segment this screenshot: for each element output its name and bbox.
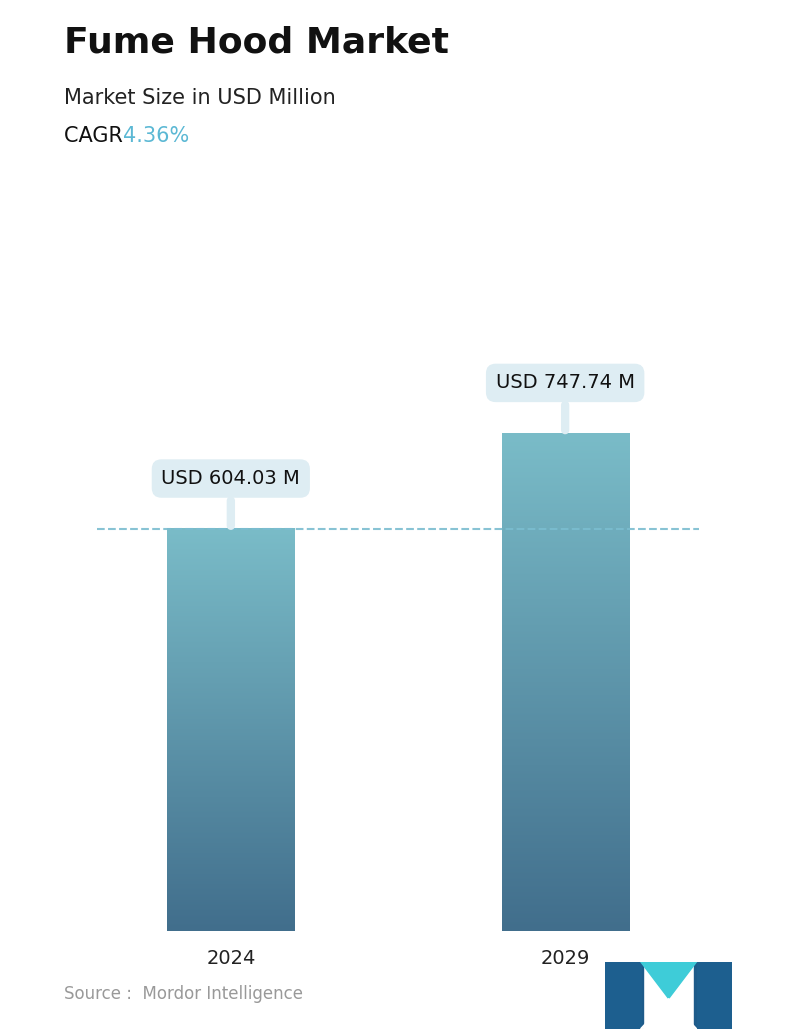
Polygon shape [641,962,696,999]
Polygon shape [641,999,696,1029]
Polygon shape [605,962,643,1029]
Text: CAGR: CAGR [64,126,136,146]
Polygon shape [694,962,732,1029]
Text: Fume Hood Market: Fume Hood Market [64,26,449,60]
Text: Source :  Mordor Intelligence: Source : Mordor Intelligence [64,985,302,1003]
Polygon shape [643,962,694,995]
Polygon shape [696,962,732,1029]
Text: 4.36%: 4.36% [123,126,189,146]
Text: Market Size in USD Million: Market Size in USD Million [64,88,335,108]
Polygon shape [605,962,641,1029]
Text: USD 747.74 M: USD 747.74 M [496,373,634,430]
Text: USD 604.03 M: USD 604.03 M [162,469,300,526]
